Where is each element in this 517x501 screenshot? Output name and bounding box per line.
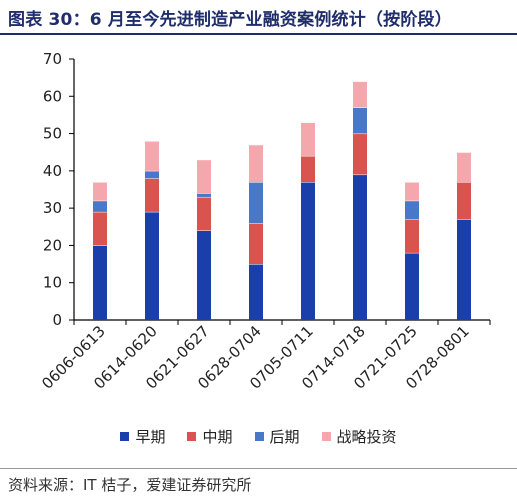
y-tick-label: 60 [43,87,62,105]
legend-swatch [254,432,264,441]
legend-label: 中期 [202,428,233,446]
legend-item: 战略投资 [321,426,397,447]
chart-legend: 早期 中期 后期 战略投资 [0,426,517,447]
bar-segment [249,144,263,183]
y-tick-label: 0 [52,311,62,329]
legend-item: 早期 [120,426,165,447]
bar-segment [93,200,107,212]
bar-segment [353,107,367,134]
bar-segment [197,193,211,197]
y-tick-label: 50 [43,125,62,143]
bar-segment [197,159,211,194]
legend-swatch [321,432,331,441]
y-tick-label: 10 [43,274,62,292]
bar-segment [197,230,211,320]
bar-segment [353,81,367,108]
bar-segment [145,141,159,171]
bar-segment [405,219,419,253]
bar-segment [353,174,367,320]
bar-segment [405,182,419,201]
y-tick-label: 70 [43,50,62,68]
bar-segment [197,196,211,231]
legend-item: 中期 [187,426,233,447]
bar-segment [301,155,315,183]
bar-segment [405,200,419,220]
legend-label: 战略投资 [336,428,397,446]
bar-segment [405,252,419,320]
y-tick-label: 20 [43,236,62,254]
bar-segment [301,122,315,156]
bar-segment [249,223,263,265]
source-note: 资料来源：IT 桔子，爱建证券研究所 [8,476,252,494]
bar-segment [353,133,367,175]
bar-segment [457,152,471,183]
y-tick-label: 40 [43,162,62,180]
bar-segment [145,170,159,179]
title-divider [0,33,517,35]
bar-segment [145,178,159,212]
bar-segment [93,211,107,246]
bar-segment [93,182,107,201]
bar-segment [457,219,471,320]
bar-segment [93,245,107,320]
stacked-bar-chart: 0102030405060700606-06130614-06200621-06… [38,50,491,393]
bar-segment [457,182,471,220]
bar-segment [301,182,315,320]
bar-segment [249,264,263,320]
legend-item: 后期 [254,426,300,447]
bar-segment [145,211,159,320]
page-title: 图表 30：6 月至今先进制造产业融资案例统计（按阶段） [8,10,452,30]
legend-label: 后期 [269,428,300,446]
legend-swatch [120,432,130,441]
y-tick-label: 30 [43,199,62,217]
legend-label: 早期 [135,428,166,446]
source-divider [0,468,517,469]
legend-swatch [187,432,197,441]
bar-segment [249,182,263,224]
